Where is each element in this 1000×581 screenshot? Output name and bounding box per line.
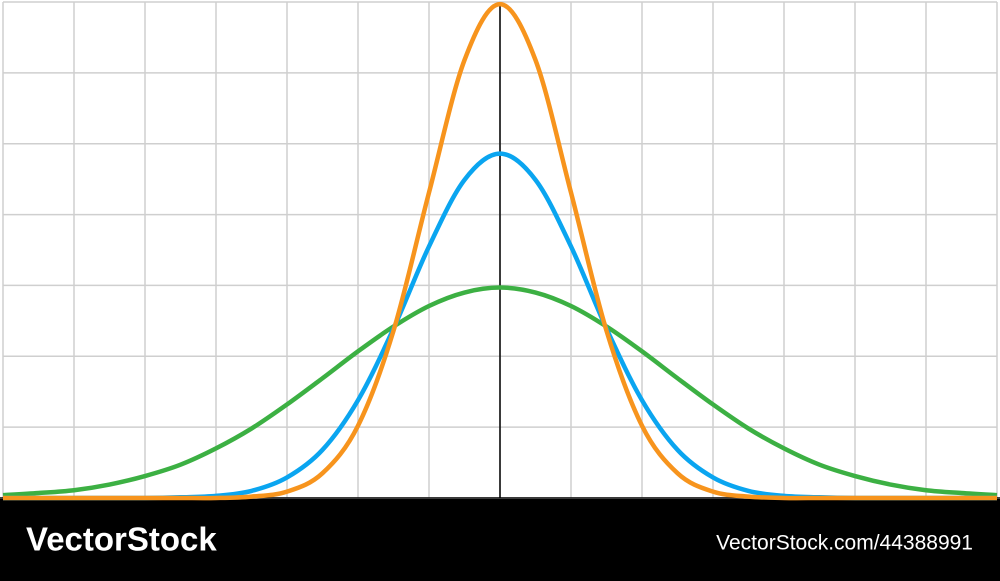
brand: VectorStock xyxy=(26,521,217,558)
curve xyxy=(3,1,997,501)
footer-band xyxy=(0,499,1000,581)
curve xyxy=(2,285,998,498)
image-id: VectorStock.com/44388991 xyxy=(716,532,973,555)
